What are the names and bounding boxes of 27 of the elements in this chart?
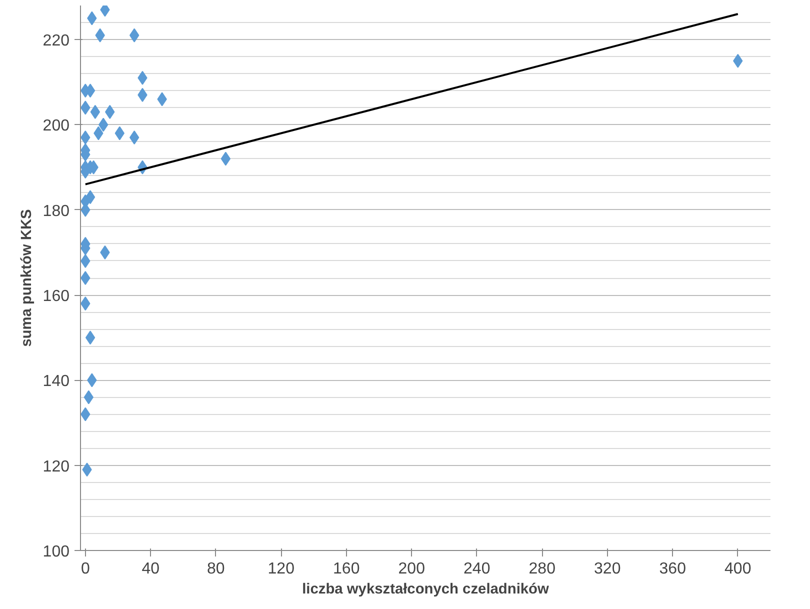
point: [85, 190, 96, 204]
y-tick-label: 100: [42, 544, 70, 560]
y-tick-label: 140: [42, 373, 70, 390]
x-tick-label: 0: [80, 560, 90, 578]
point: [90, 104, 100, 119]
x-tick-label: 280: [528, 560, 556, 578]
y-tick-label: 200: [42, 118, 70, 135]
x-tick-label: 80: [206, 560, 225, 578]
point: [129, 28, 140, 42]
y-tick-label: 180: [42, 202, 70, 220]
point: [220, 152, 231, 166]
x-tick-label: 400: [724, 560, 752, 578]
x-tick-label: 200: [398, 560, 426, 578]
y-tick-label: 120: [42, 458, 70, 476]
x-tick-label: 40: [142, 560, 160, 578]
point: [80, 271, 90, 285]
y-tick-label: 220: [42, 32, 70, 50]
x-axis-title: liczba wykształconych czeladników: [302, 582, 550, 598]
x-tick-label: 240: [464, 560, 490, 578]
point: [85, 330, 96, 345]
x-tick-label: 320: [594, 560, 621, 578]
x-tick-label: 160: [333, 560, 360, 578]
x-tick-label: 360: [659, 560, 686, 578]
point: [129, 130, 140, 144]
y-tick-label: 160: [42, 288, 70, 306]
x-tick-label: 120: [268, 560, 295, 578]
y-axis-title: suma punktów KKS: [18, 208, 35, 347]
